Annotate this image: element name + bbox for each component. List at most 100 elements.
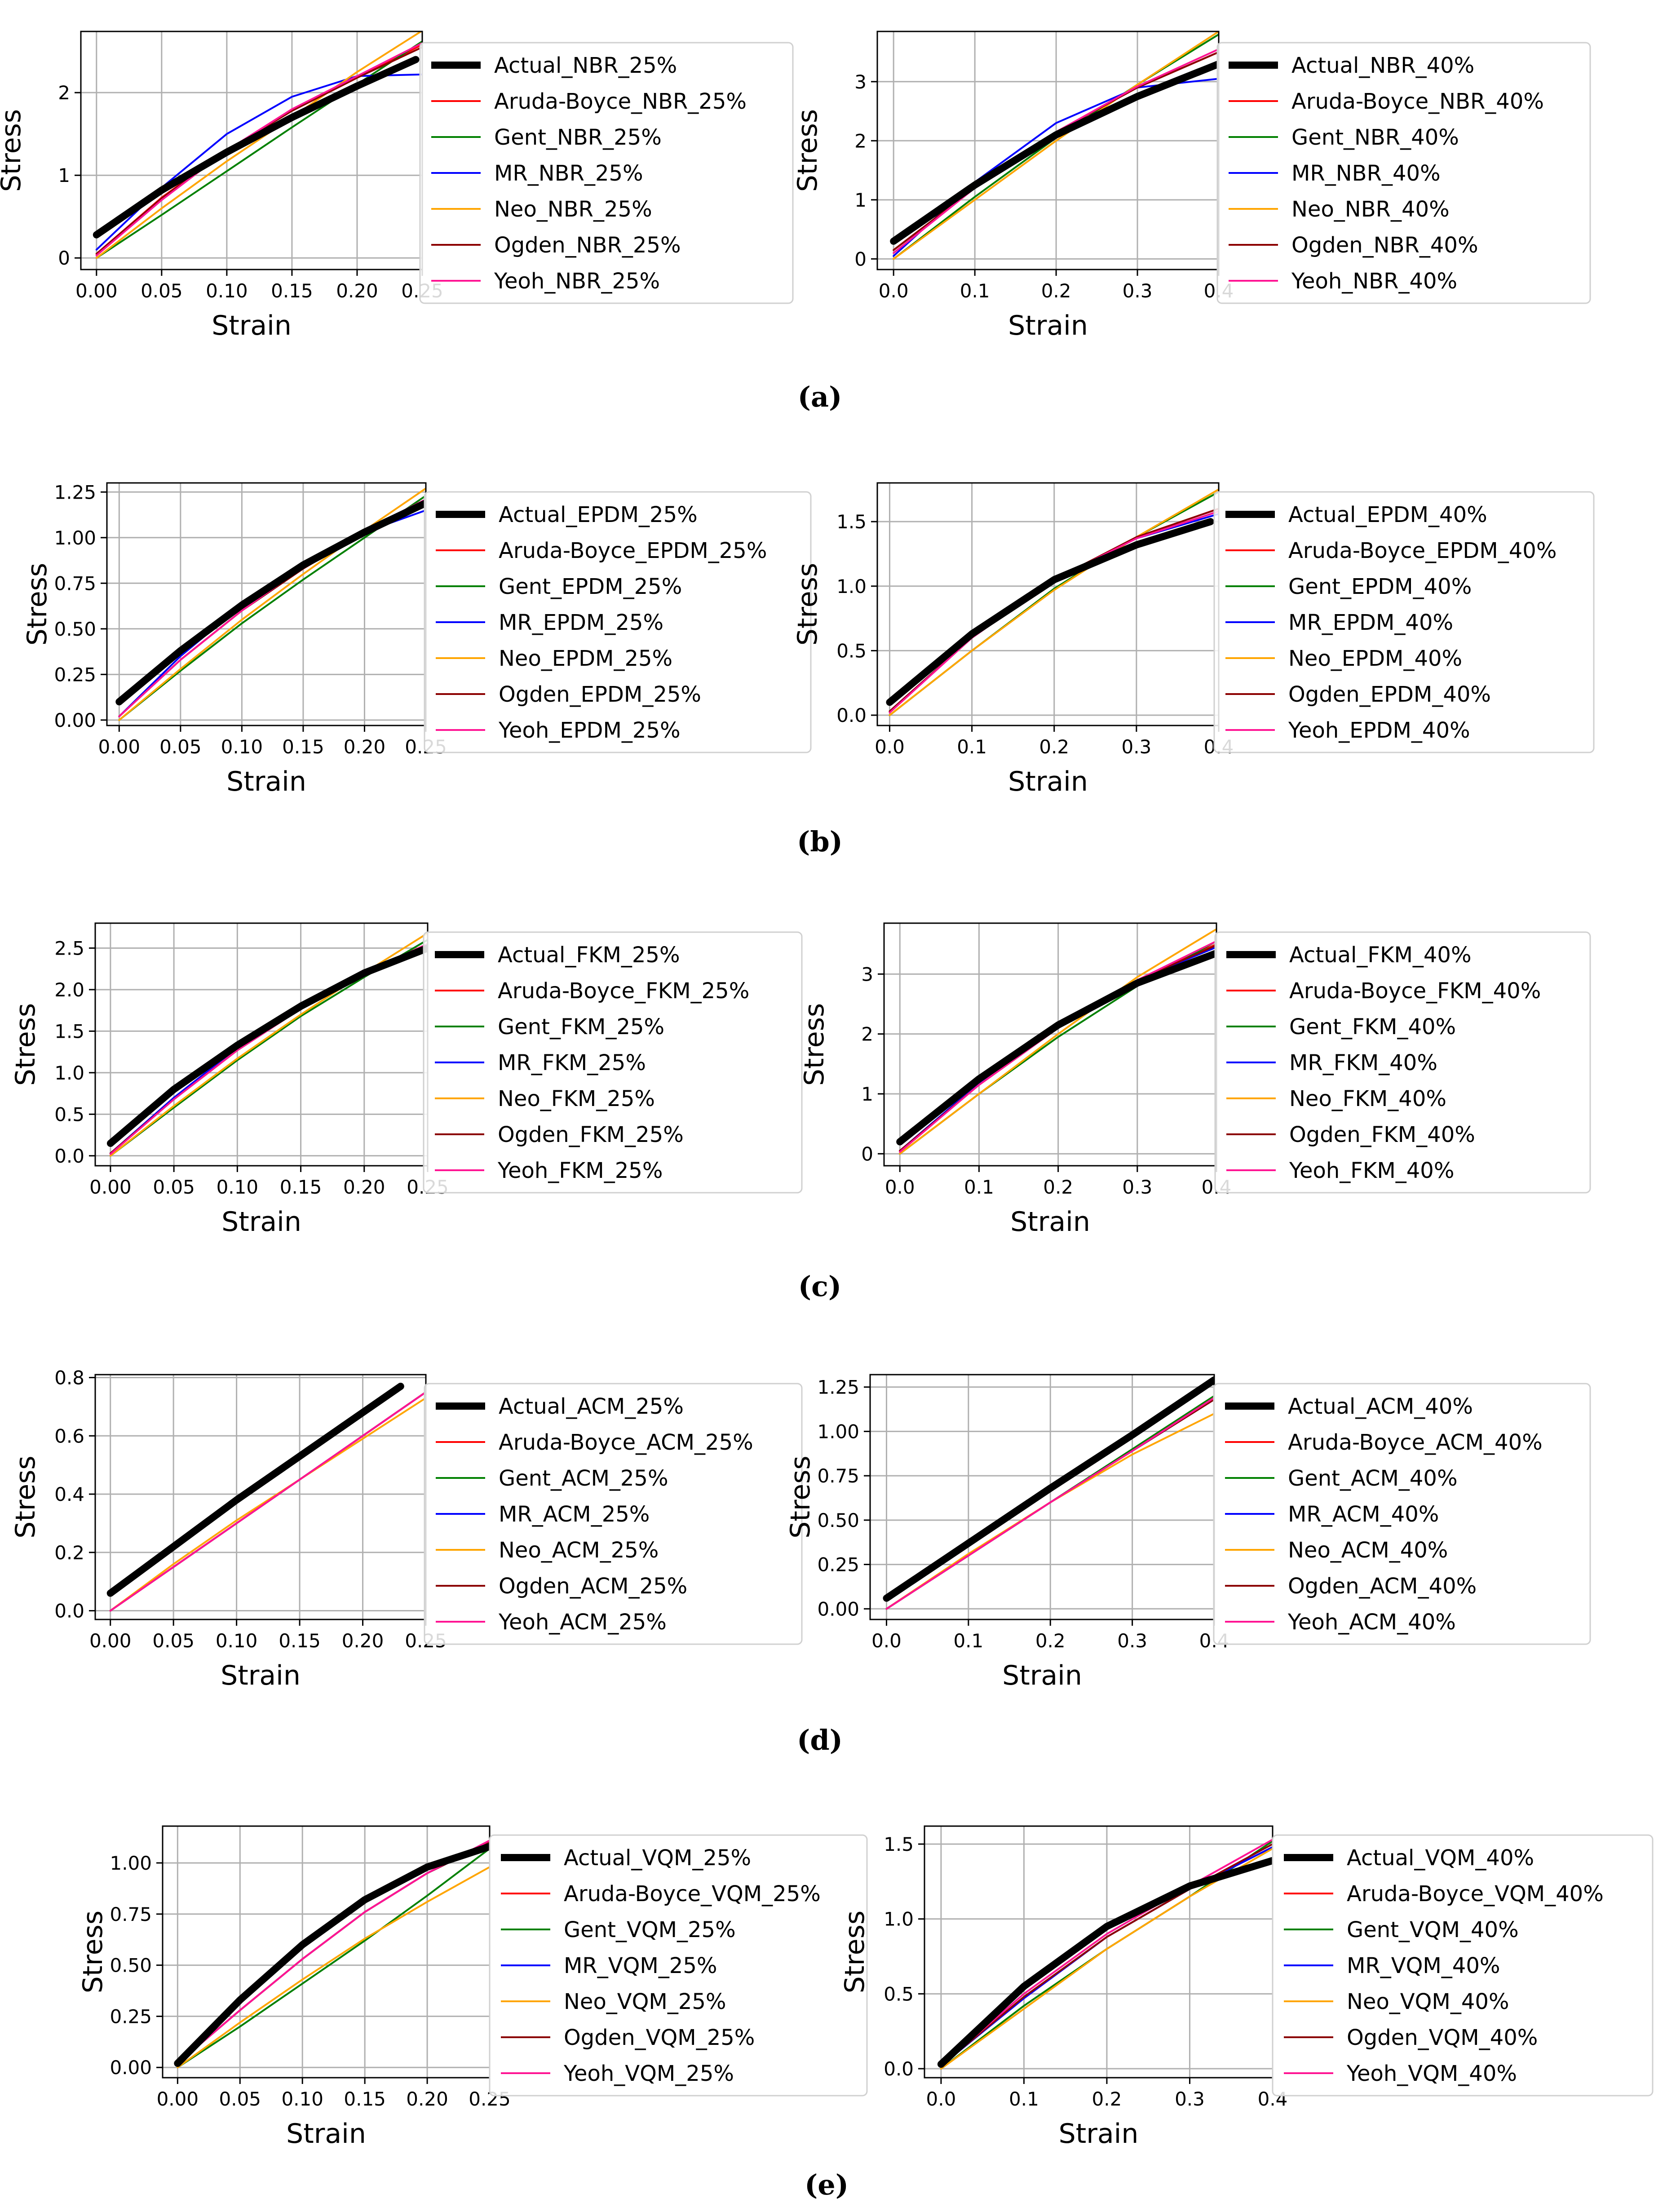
x-tick-label: 0.2	[1092, 2088, 1122, 2110]
legend-label: Actual_EPDM_25%	[499, 502, 698, 527]
legend-label: Neo_FKM_25%	[498, 1086, 655, 1111]
legend-label: MR_VQM_25%	[564, 1953, 717, 1978]
series-line-Neo_NBR_40%	[893, 31, 1219, 260]
x-tick-label: 0.20	[342, 1630, 384, 1652]
y-tick-label: 0.0	[54, 1600, 84, 1622]
legend-label: Yeoh_VQM_25%	[563, 2061, 734, 2086]
x-axis-label: Strain	[226, 766, 306, 797]
x-tick-label: 0.05	[219, 2088, 261, 2110]
legend-label: Neo_ACM_25%	[499, 1538, 659, 1563]
y-tick-label: 1.00	[817, 1420, 859, 1442]
series-line-Actual_EPDM_25%	[115, 499, 426, 706]
y-tick-label: 1.00	[54, 527, 96, 549]
legend-label: Aruda-Boyce_VQM_40%	[1347, 1881, 1604, 1907]
y-tick-label: 1.25	[817, 1376, 859, 1398]
legend-label: Ogden_ACM_40%	[1288, 1574, 1477, 1599]
series-line-Yeoh_VQM_40%	[940, 1839, 1273, 2067]
x-tick-label: 0.3	[1175, 2088, 1205, 2110]
y-tick-label: 0.5	[884, 1983, 914, 2005]
series-line-Neo_FKM_40%	[899, 928, 1216, 1155]
legend-label: Aruda-Boyce_ACM_40%	[1288, 1430, 1543, 1455]
y-tick-label: 0.0	[836, 704, 867, 726]
legend: Actual_VQM_40% Aruda-Boyce_VQM_40% Gent_VQ…	[1272, 1834, 1654, 2097]
legend-box	[489, 1834, 868, 2097]
legend-box	[1216, 42, 1591, 304]
legend-label: Actual_NBR_40%	[1291, 53, 1474, 78]
x-tick-label: 0.0	[871, 1630, 902, 1652]
y-tick-label: 1	[854, 189, 867, 211]
legend-label: Neo_EPDM_25%	[499, 646, 672, 671]
legend-label: Ogden_NBR_40%	[1291, 233, 1478, 258]
x-tick-label: 0.05	[141, 280, 183, 302]
x-tick-label: 0.10	[221, 736, 263, 758]
x-tick-label: 0.05	[159, 736, 202, 758]
legend-label: Actual_EPDM_40%	[1288, 502, 1487, 527]
y-tick-label: 0.0	[54, 1145, 84, 1167]
legend-label: Yeoh_FKM_25%	[497, 1158, 663, 1183]
legend-label: Neo_NBR_25%	[494, 197, 652, 222]
y-axis-label: Stress	[799, 1003, 830, 1086]
x-tick-label: 0.3	[1121, 736, 1151, 758]
x-tick-label: 0.3	[1122, 1176, 1152, 1198]
y-axis-label: Stress	[792, 109, 823, 192]
y-tick-label: 3	[854, 71, 867, 93]
legend-label: Ogden_FKM_25%	[498, 1122, 684, 1147]
y-tick-label: 0.50	[817, 1509, 859, 1531]
y-tick-label: 1.0	[884, 1908, 914, 1930]
x-axis-label: Strain	[1002, 1660, 1082, 1691]
x-tick-label: 0.0	[875, 736, 905, 758]
y-tick-label: 0.75	[817, 1465, 859, 1487]
legend-label: Neo_EPDM_40%	[1288, 646, 1462, 671]
series-line-Yeoh_NBR_25%	[95, 42, 422, 257]
y-tick-label: 2.5	[54, 937, 84, 959]
series-line-Actual_EPDM_40%	[886, 518, 1214, 706]
legend-label: MR_VQM_40%	[1347, 1953, 1500, 1978]
legend: Actual_EPDM_25% Aruda-Boyce_EPDM_25% Gent_…	[424, 491, 812, 753]
legend-label: Aruda-Boyce_FKM_25%	[498, 978, 749, 1004]
y-axis-label: Stress	[839, 1911, 871, 1993]
x-tick-label: 0.10	[216, 1630, 258, 1652]
legend-box	[1213, 491, 1595, 753]
series-line-Neo_EPDM_40%	[889, 488, 1219, 716]
y-tick-label: 0.75	[110, 1903, 152, 1925]
legend-label: Actual_ACM_40%	[1288, 1394, 1473, 1419]
legend-label: Yeoh_EPDM_25%	[498, 718, 681, 743]
x-tick-label: 0.0	[879, 280, 909, 302]
legend-label: Aruda-Boyce_NBR_40%	[1291, 89, 1544, 114]
legend-label: Gent_NBR_40%	[1291, 125, 1459, 150]
y-axis-label: Stress	[77, 1911, 109, 1993]
x-tick-label: 0.3	[1117, 1630, 1147, 1652]
series-line-Yeoh_ACM_40%	[885, 1397, 1214, 1610]
x-tick-label: 0.15	[280, 1176, 322, 1198]
legend-label: MR_ACM_25%	[499, 1502, 650, 1527]
y-axis-label: Stress	[0, 109, 27, 192]
x-tick-label: 0.2	[1035, 1630, 1066, 1652]
x-tick-label: 0.05	[152, 1630, 195, 1652]
x-tick-label: 0.1	[957, 736, 987, 758]
x-tick-label: 0.0	[926, 2088, 956, 2110]
legend-label: Neo_NBR_40%	[1291, 197, 1450, 222]
legend: Actual_FKM_40% Aruda-Boyce_FKM_40% Gent_FK…	[1214, 931, 1591, 1194]
legend-label: Yeoh_ACM_40%	[1287, 1610, 1456, 1635]
x-tick-label: 0.20	[344, 736, 386, 758]
series-line-Actual_ACM_25%	[106, 1383, 404, 1597]
y-tick-label: 0	[854, 248, 867, 270]
legend: Actual_ACM_40% Aruda-Boyce_ACM_40% Gent_AC…	[1213, 1383, 1591, 1645]
y-tick-label: 1.25	[54, 481, 96, 503]
series-line-Actual_VQM_25%	[174, 1843, 490, 2067]
legend-label: Aruda-Boyce_EPDM_25%	[499, 538, 767, 563]
legend-box	[1214, 931, 1591, 1194]
legend-label: Gent_ACM_40%	[1288, 1466, 1458, 1491]
legend-label: Ogden_VQM_40%	[1347, 2025, 1538, 2050]
legend-box	[424, 491, 812, 753]
legend-label: Neo_ACM_40%	[1288, 1538, 1448, 1563]
y-axis-label: Stress	[792, 563, 823, 646]
chart-panel-9: 0.00 0.05 0.10 0.15 0.20 0.250.000.250.500.75…	[77, 1825, 868, 2150]
legend: Actual_EPDM_40% Aruda-Boyce_EPDM_40% Gent_…	[1213, 491, 1595, 753]
x-tick-label: 0.15	[344, 2088, 386, 2110]
chart-panel-7: 0.000.050.100.150.200.250.00.20.40.60.8S…	[10, 1367, 803, 1691]
x-axis-label: Strain	[1008, 766, 1088, 797]
panel-caption: (c)	[798, 1270, 841, 1303]
y-tick-label: 2.0	[54, 979, 84, 1001]
legend-box	[419, 42, 794, 304]
